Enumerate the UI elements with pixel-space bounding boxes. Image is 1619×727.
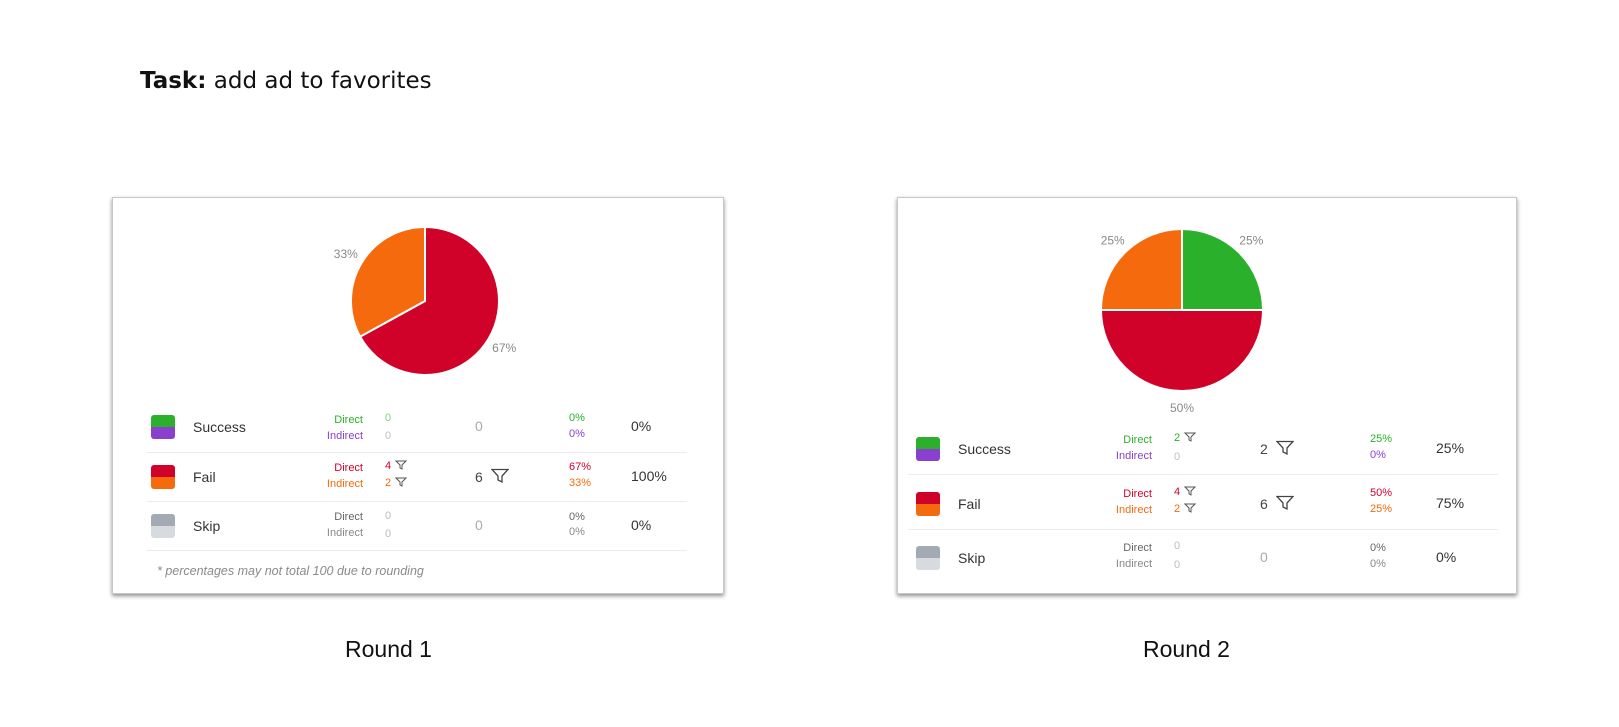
pie-slice-label: 25% — [1101, 234, 1125, 248]
indirect-count: 0 — [385, 528, 392, 540]
direct-count: 4 — [385, 460, 408, 472]
overall-percent: 25% — [1436, 440, 1465, 456]
pie-slice-fail-direct — [358, 225, 500, 376]
indirect-caption: Indirect — [326, 430, 363, 442]
round-2-card: 25% 50% 25% Success Direct Indirect 2 0 2 … — [897, 197, 1517, 594]
pie-slice-fail-indirect — [350, 225, 426, 339]
round-2-caption: Round 2 — [1143, 636, 1230, 662]
row-label: Success — [193, 419, 246, 435]
result-row-fail: Fail Direct Indirect 4 2 6 67% 33% 100% — [151, 451, 729, 503]
filter-icon[interactable] — [1275, 495, 1294, 511]
pie-slice-label: 33% — [334, 247, 358, 261]
indirect-count: 0 — [385, 430, 392, 442]
filter-icon[interactable] — [1275, 440, 1294, 456]
indirect-percent: 0% — [1370, 558, 1386, 570]
result-row-skip: Skip Direct Indirect 0 0 0 0% 0% 0% — [916, 532, 1516, 584]
direct-caption: Direct — [334, 462, 363, 474]
direct-percent: 0% — [1370, 542, 1386, 554]
round-1-caption: Round 1 — [345, 636, 432, 662]
filter-icon[interactable] — [395, 460, 408, 470]
direct-percent: 25% — [1370, 433, 1393, 445]
direct-count: 0 — [385, 510, 392, 522]
overall-percent: 75% — [1436, 495, 1465, 511]
direct-count: 0 — [1174, 540, 1181, 552]
direct-percent: 67% — [569, 461, 592, 473]
result-row-success: Success Direct Indirect 0 0 0 0% 0% 0% — [151, 401, 729, 453]
pie-slice-label: 50% — [1170, 401, 1194, 415]
direct-count: 4 — [1174, 486, 1197, 498]
direct-percent: 50% — [1370, 487, 1393, 499]
indirect-percent: 33% — [569, 477, 592, 489]
filter-icon[interactable] — [1184, 503, 1197, 513]
indirect-count: 0 — [1174, 451, 1181, 463]
direct-caption: Direct — [1123, 434, 1152, 446]
skip-swatch — [916, 546, 940, 570]
indirect-count: 2 — [385, 477, 408, 489]
task-heading: Task: add ad to favorites — [140, 68, 432, 94]
direct-caption: Direct — [1123, 542, 1152, 554]
row-label: Skip — [193, 518, 221, 534]
rounding-footnote: * percentages may not total 100 due to r… — [157, 564, 424, 578]
indirect-percent: 0% — [569, 526, 585, 538]
indirect-caption: Indirect — [1115, 504, 1152, 516]
pie-slice-label: 67% — [492, 341, 516, 355]
round-2-pie-chart: 25% 50% 25% — [1099, 227, 1265, 415]
total-count: 6 — [1260, 495, 1294, 512]
indirect-percent: 0% — [1370, 449, 1386, 461]
result-row-success: Success Direct Indirect 2 0 2 25% 0% 25% — [916, 423, 1516, 475]
direct-caption: Direct — [1123, 488, 1152, 500]
success-swatch — [916, 437, 940, 461]
filter-icon[interactable] — [490, 468, 509, 484]
total-count: 0 — [475, 517, 483, 533]
pie-slice-fail-direct — [1099, 309, 1265, 392]
direct-percent: 0% — [569, 511, 585, 523]
filter-icon[interactable] — [1184, 486, 1197, 496]
filter-icon[interactable] — [1184, 432, 1197, 442]
total-count: 0 — [475, 418, 483, 434]
total-count: 2 — [1260, 440, 1294, 457]
total-count: 0 — [1260, 549, 1268, 565]
fail-swatch — [151, 465, 175, 489]
direct-caption: Direct — [334, 511, 363, 523]
result-row-fail: Fail Direct Indirect 4 2 6 50% 25% 75% — [916, 478, 1516, 530]
pie-slice-label: 25% — [1239, 234, 1263, 248]
skip-swatch — [151, 514, 175, 538]
indirect-count: 0 — [1174, 559, 1181, 571]
task-prefix: Task: — [140, 68, 207, 94]
row-label: Skip — [958, 550, 986, 566]
overall-percent: 100% — [631, 468, 667, 484]
filter-icon[interactable] — [395, 477, 408, 487]
indirect-caption: Indirect — [1115, 450, 1152, 462]
indirect-percent: 0% — [569, 428, 585, 440]
direct-caption: Direct — [334, 414, 363, 426]
indirect-caption: Indirect — [326, 527, 363, 539]
result-row-skip: Skip Direct Indirect 0 0 0 0% 0% 0% — [151, 500, 729, 552]
pie-slice-success-direct — [1181, 227, 1265, 311]
row-label: Fail — [193, 469, 216, 485]
round-1-card: 67% 33% Success Direct Indirect 0 0 0 0% … — [112, 197, 724, 594]
row-label: Success — [958, 441, 1011, 457]
indirect-caption: Indirect — [1115, 558, 1152, 570]
direct-count: 2 — [1174, 432, 1197, 444]
fail-swatch — [916, 492, 940, 516]
success-swatch — [151, 415, 175, 439]
task-text: add ad to favorites — [213, 68, 432, 94]
pie-slice-fail-indirect — [1099, 227, 1183, 311]
overall-percent: 0% — [631, 517, 652, 533]
direct-count: 0 — [385, 412, 392, 424]
indirect-caption: Indirect — [326, 478, 363, 490]
round-1-pie-chart: 67% 33% — [334, 225, 517, 376]
overall-percent: 0% — [1436, 549, 1457, 565]
direct-percent: 0% — [569, 412, 585, 424]
indirect-count: 2 — [1174, 503, 1197, 515]
row-label: Fail — [958, 496, 981, 512]
total-count: 6 — [475, 468, 509, 485]
indirect-percent: 25% — [1370, 503, 1393, 515]
overall-percent: 0% — [631, 418, 652, 434]
